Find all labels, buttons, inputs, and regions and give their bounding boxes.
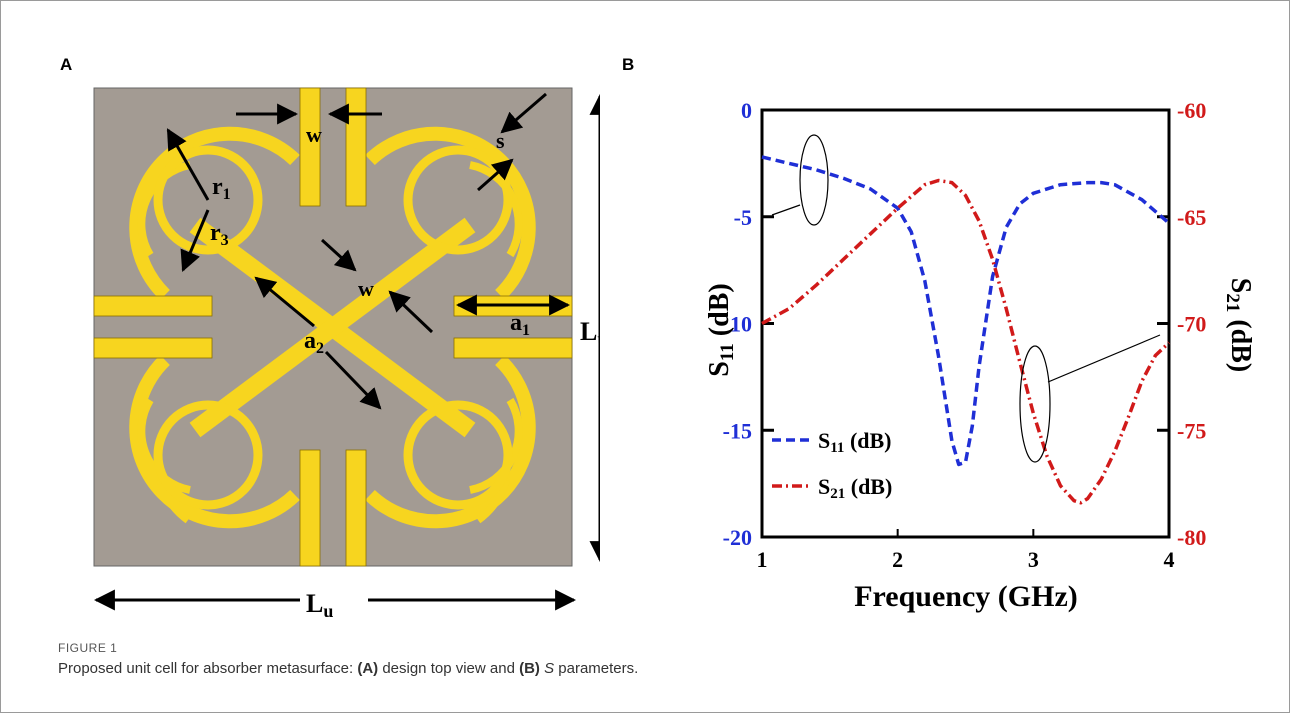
tick-labels: 1 2 3 4 0 -5 10 -15 -20 -60 -65 -70 -75 -80: [723, 98, 1207, 572]
s21-pointer: [1047, 334, 1161, 383]
x-tick-label: 2: [892, 547, 903, 572]
s21-ellipse: [1019, 345, 1051, 463]
unit-cell-design: w s r1 r3 w a1 a2 Lu Lu: [93, 87, 600, 621]
a2-arrow-down: [324, 350, 382, 410]
legend-s11-label: S11 (dB): [818, 428, 892, 456]
caption-s: S: [544, 660, 555, 677]
r1-arrow: [166, 128, 210, 201]
y-left-tick-label: 0: [741, 98, 752, 123]
s-arrow-top: [500, 92, 547, 134]
caption-a-ref: (A): [357, 660, 379, 677]
panel-b-letter: B: [622, 55, 635, 74]
y-axis-left-title: S11 (dB): [704, 283, 738, 376]
s21-series-line: [761, 178, 1171, 505]
middle-rings: [137, 161, 523, 524]
w-center-arrow-left: [320, 238, 357, 272]
y-left-tick-label: -15: [723, 418, 752, 443]
cross-strips: [189, 217, 476, 438]
y-left-tick-label: -20: [723, 525, 752, 550]
y-left-tick-label: 10: [730, 312, 752, 337]
legend: S11 (dB) S21 (dB): [772, 428, 892, 502]
lu-bottom-label: Lu: [306, 589, 333, 621]
r3-label: r3: [210, 220, 229, 249]
x-tick-label: 4: [1164, 547, 1175, 572]
a2-label: a2: [304, 328, 324, 357]
y-axis-right-title: S21 (dB): [1222, 278, 1256, 372]
x-tick-label: 3: [1028, 547, 1039, 572]
s11-series-line: [761, 155, 1171, 467]
y-right-tick-label: -60: [1177, 98, 1206, 123]
s-parameter-chart: 1 2 3 4 0 -5 10 -15 -20 -60 -65 -70 -75 -80 S11 (dB) …: [704, 98, 1256, 613]
s11-ellipse: [799, 134, 829, 226]
legend-s21-label: S21 (dB): [818, 474, 892, 502]
lu-right-label: Lu: [580, 317, 600, 349]
w-top-label: w: [306, 122, 322, 147]
inner-circles: [153, 145, 513, 510]
annotations: [771, 134, 1161, 463]
plot-frame: [760, 108, 1171, 539]
figure-caption: Proposed unit cell for absorber metasurf…: [58, 660, 638, 677]
dimension-arrows: [93, 92, 600, 611]
y-right-tick-label: -70: [1177, 312, 1206, 337]
panel-a-letter: A: [60, 55, 73, 74]
y-right-tick-label: -75: [1177, 418, 1206, 443]
x-tick-label: 1: [757, 547, 768, 572]
r3-arrow: [180, 209, 210, 272]
a2-arrow-up: [254, 276, 315, 328]
y-left-tick-label: -5: [734, 205, 752, 230]
s11-pointer: [771, 204, 801, 216]
s-arrow-bottom: [477, 158, 514, 192]
r1-label: r1: [212, 174, 231, 203]
w-center-label: w: [358, 276, 374, 301]
series-layer: [761, 155, 1171, 505]
caption-b-ref: (B): [519, 660, 540, 677]
s-label: s: [496, 128, 505, 153]
caption-suffix: parameters.: [554, 660, 639, 677]
y-right-tick-label: -80: [1177, 525, 1206, 550]
metal-pattern: [93, 87, 573, 567]
caption-mid: design top view and: [378, 660, 520, 677]
caption-label: FIGURE 1: [58, 641, 118, 655]
y-right-tick-label: -65: [1177, 205, 1206, 230]
w-center-arrow-right: [388, 290, 434, 334]
axis-ticks: [761, 108, 1170, 539]
x-axis-title: Frequency (GHz): [854, 580, 1078, 613]
caption-prefix: Proposed unit cell for absorber metasurf…: [58, 660, 358, 677]
a1-label: a1: [510, 310, 530, 339]
